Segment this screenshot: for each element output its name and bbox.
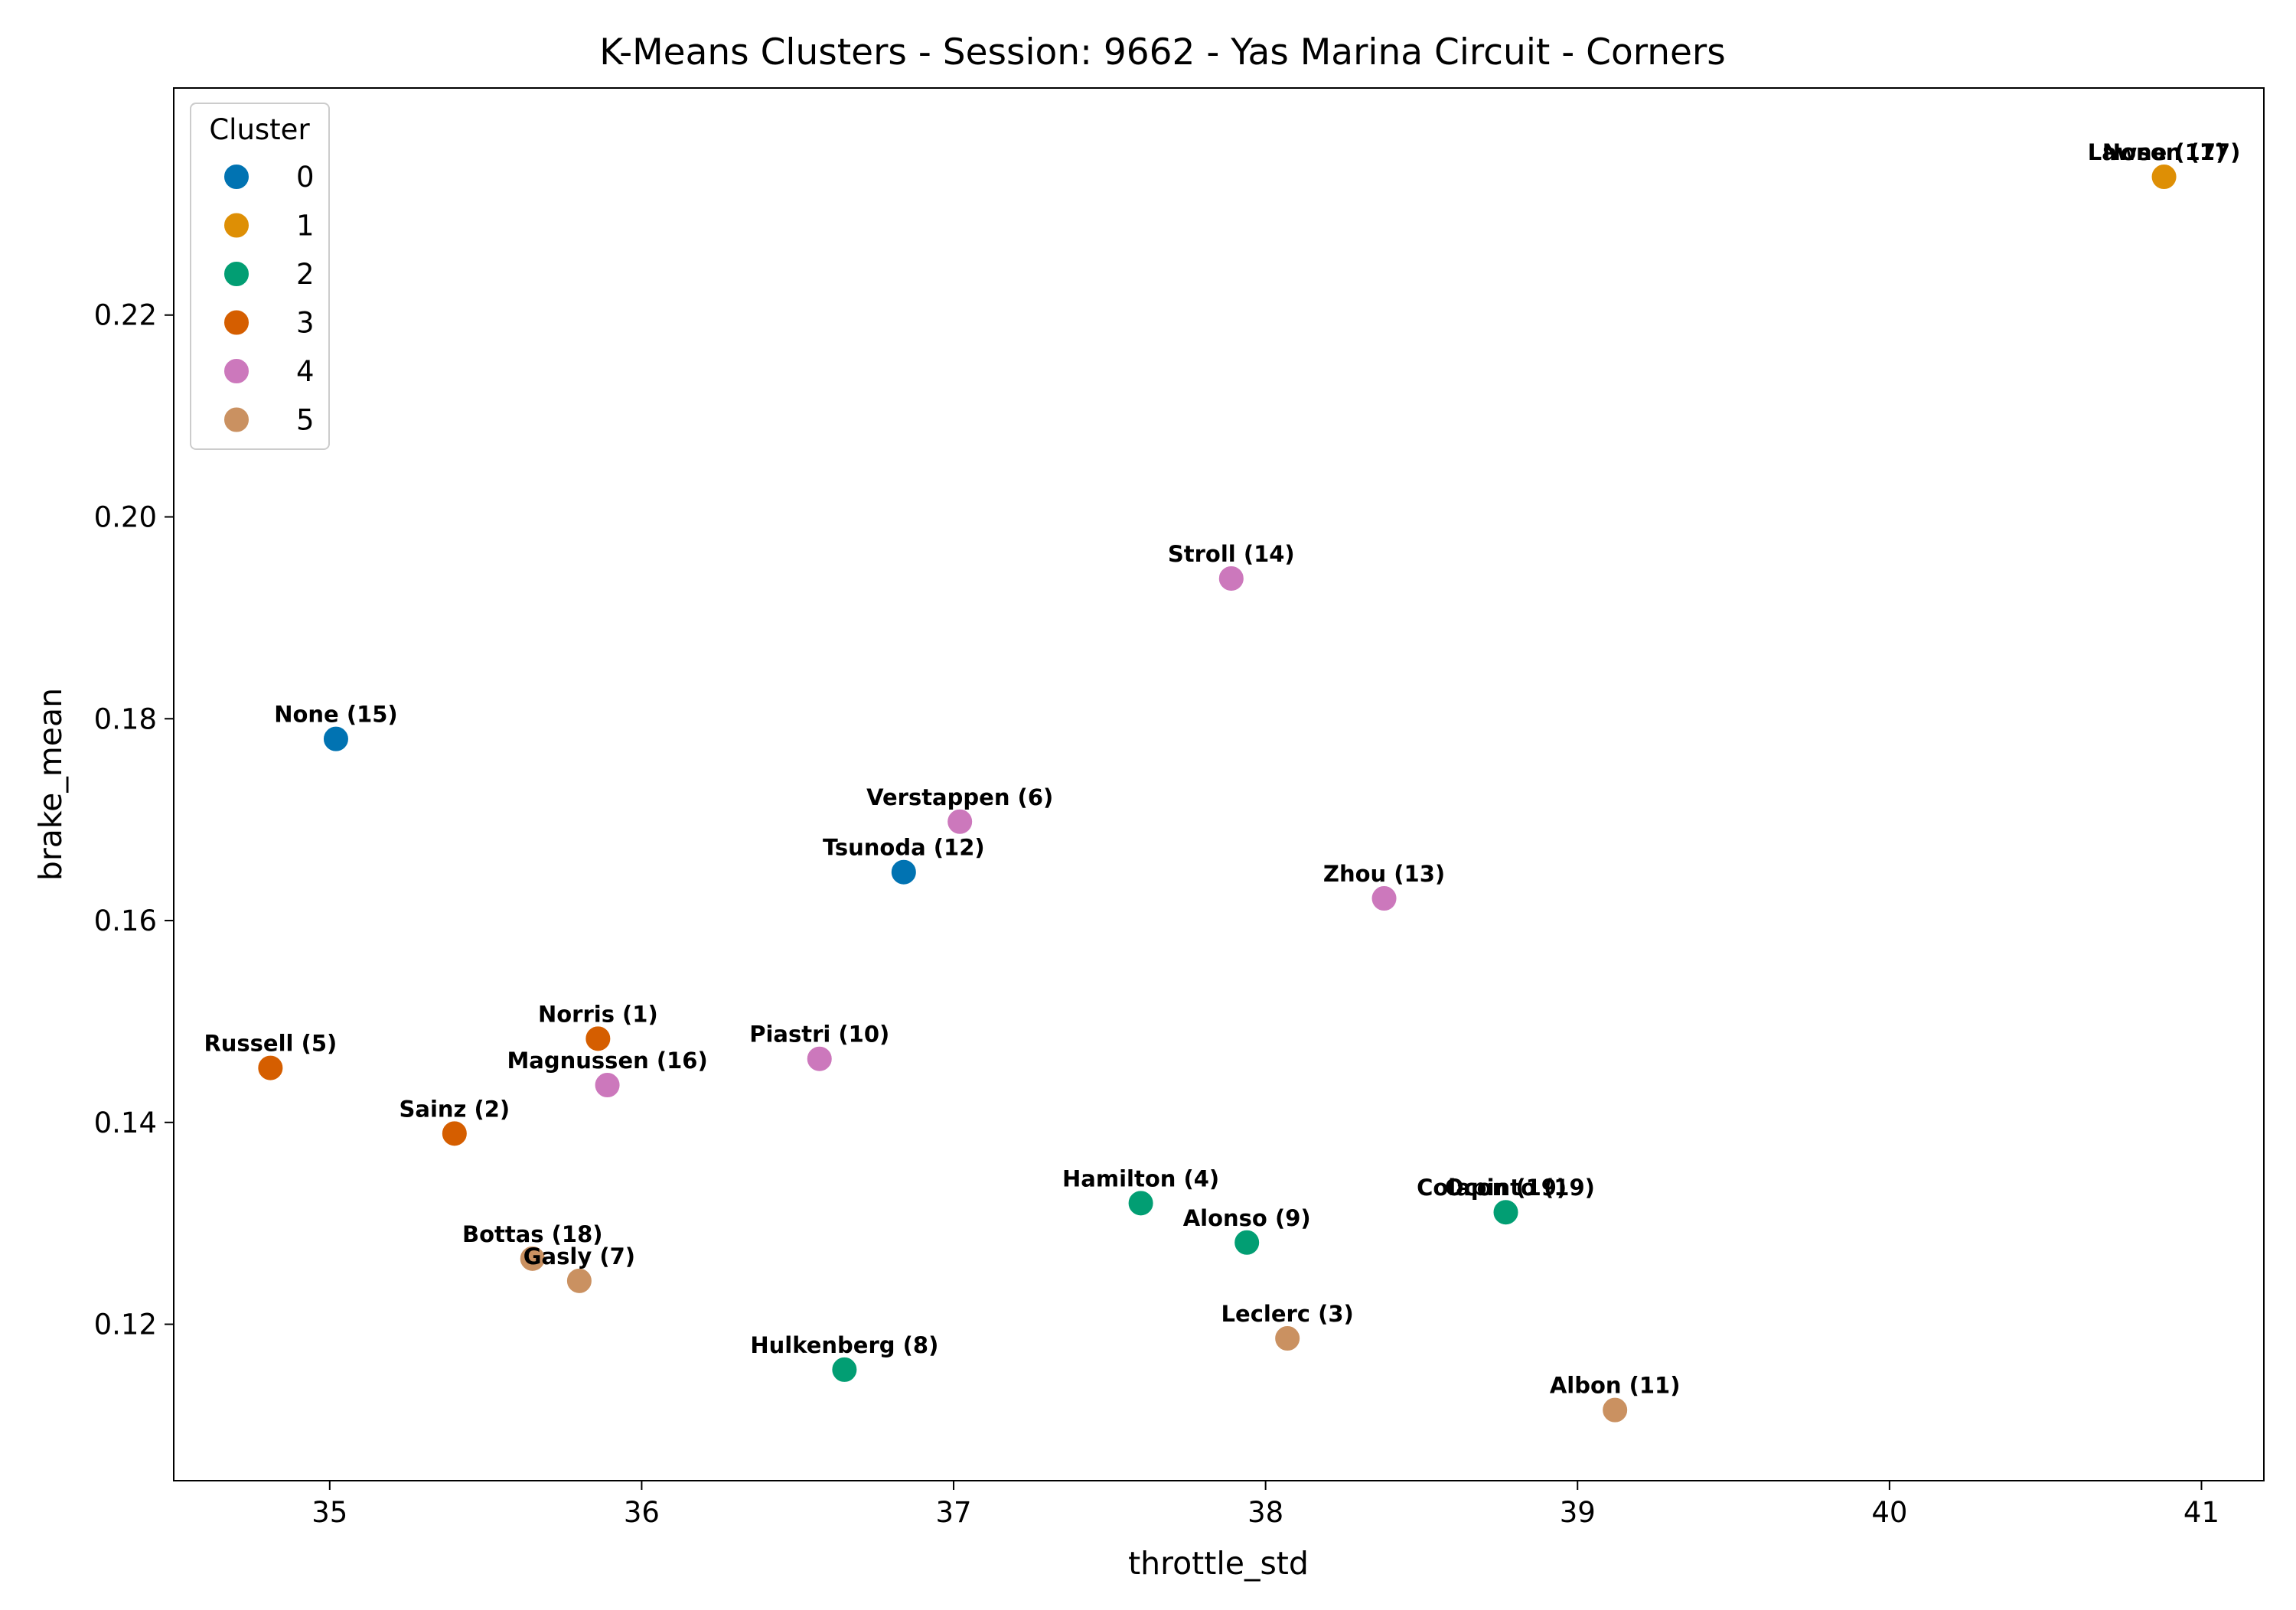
data-point-label: Magnussen (16)	[507, 1048, 707, 1074]
data-point-label: Hamilton (4)	[1062, 1165, 1219, 1191]
data-point	[1274, 1325, 1302, 1353]
legend-entry-label: 5	[296, 404, 315, 437]
data-point-label: Ocon (19)	[1445, 1175, 1567, 1201]
legend-marker	[223, 357, 250, 385]
data-point	[946, 807, 974, 836]
data-point-label: Zhou (13)	[1323, 861, 1445, 887]
data-point	[830, 1355, 859, 1383]
x-tick-label: 38	[1247, 1496, 1283, 1529]
y-tick-label: 0.16	[94, 904, 157, 937]
data-point-label: Colapinto (19)	[1417, 1175, 1595, 1201]
data-point	[1492, 1198, 1520, 1227]
legend-entry-label: 1	[296, 210, 315, 243]
data-point	[440, 1120, 468, 1148]
legend-entry-label: 0	[296, 161, 315, 194]
legend-marker	[223, 211, 250, 240]
data-point	[518, 1244, 546, 1273]
legend-entries: 0 1 2 3 4 5	[223, 161, 315, 437]
y-tick-label: 0.20	[94, 501, 157, 534]
legend-entry-label: 3	[296, 307, 315, 340]
y-tick-label: 0.18	[94, 702, 157, 735]
legend-entry-label: 2	[296, 258, 315, 291]
legend: Cluster 0 1 2 3 4 5	[190, 103, 330, 450]
legend-marker	[223, 308, 250, 337]
data-point-label: Bottas (18)	[462, 1221, 603, 1247]
x-tick-label: 39	[1560, 1496, 1596, 1529]
x-tick-label: 37	[935, 1496, 971, 1529]
data-point-label: Sainz (2)	[399, 1096, 510, 1122]
x-tick-label: 41	[2183, 1496, 2219, 1529]
x-axis-label: throttle_std	[1128, 1545, 1309, 1582]
x-axis-ticks: 35 36 37 38 39 40 41	[311, 1481, 2219, 1529]
data-point	[2150, 163, 2178, 191]
points-layer	[256, 163, 2178, 1424]
data-point	[1217, 564, 1245, 592]
legend-title: Cluster	[209, 113, 310, 146]
point-labels-layer: None (15) Tsunoda (12) Lawson (17)None (17…	[204, 139, 2240, 1399]
data-point-label: None (15)	[274, 702, 397, 728]
data-point-label: Piastri (10)	[749, 1022, 889, 1048]
plot-area	[174, 88, 2264, 1481]
data-point-label: Tsunoda (12)	[823, 835, 985, 861]
legend-marker	[223, 260, 250, 288]
y-axis-ticks: 0.12 0.14 0.16 0.18 0.20 0.22	[94, 299, 174, 1341]
data-point	[321, 725, 350, 753]
data-point-label: Norris (1)	[538, 1001, 658, 1027]
data-point	[1127, 1189, 1155, 1217]
data-point	[805, 1045, 833, 1073]
data-point-label: Alonso (9)	[1183, 1205, 1311, 1231]
data-point	[1233, 1228, 1261, 1256]
chart-title: K-Means Clusters - Session: 9662 - Yas M…	[599, 31, 1725, 73]
data-point	[584, 1025, 612, 1053]
data-point-label: Stroll (14)	[1168, 541, 1295, 567]
x-tick-label: 36	[624, 1496, 660, 1529]
y-tick-label: 0.22	[94, 299, 157, 332]
data-point-label: Albon (11)	[1550, 1373, 1681, 1399]
data-point	[565, 1266, 593, 1295]
data-point	[889, 858, 918, 886]
data-point-label: Hulkenberg (8)	[750, 1332, 938, 1358]
data-point	[1370, 885, 1398, 913]
data-point-label: Gasly (7)	[523, 1243, 635, 1269]
y-axis-label: brake_mean	[32, 688, 69, 881]
data-point	[256, 1054, 285, 1082]
legend-box	[190, 103, 330, 450]
data-point-label: Verstappen (6)	[866, 784, 1053, 810]
x-tick-label: 40	[1871, 1496, 1907, 1529]
plot-frame	[173, 87, 2265, 1481]
data-point-label: None (17)	[2102, 139, 2226, 165]
legend-marker	[223, 406, 250, 434]
data-point-label: Leclerc (3)	[1221, 1301, 1354, 1327]
data-point-label: Lawson (17)	[2088, 139, 2241, 165]
x-tick-label: 35	[311, 1496, 347, 1529]
y-tick-label: 0.12	[94, 1309, 157, 1341]
data-point	[593, 1071, 621, 1100]
legend-marker	[223, 163, 250, 191]
data-point	[1601, 1396, 1629, 1424]
data-point-label: Russell (5)	[204, 1031, 337, 1057]
y-tick-label: 0.14	[94, 1106, 157, 1139]
legend-entry-label: 4	[296, 355, 315, 388]
